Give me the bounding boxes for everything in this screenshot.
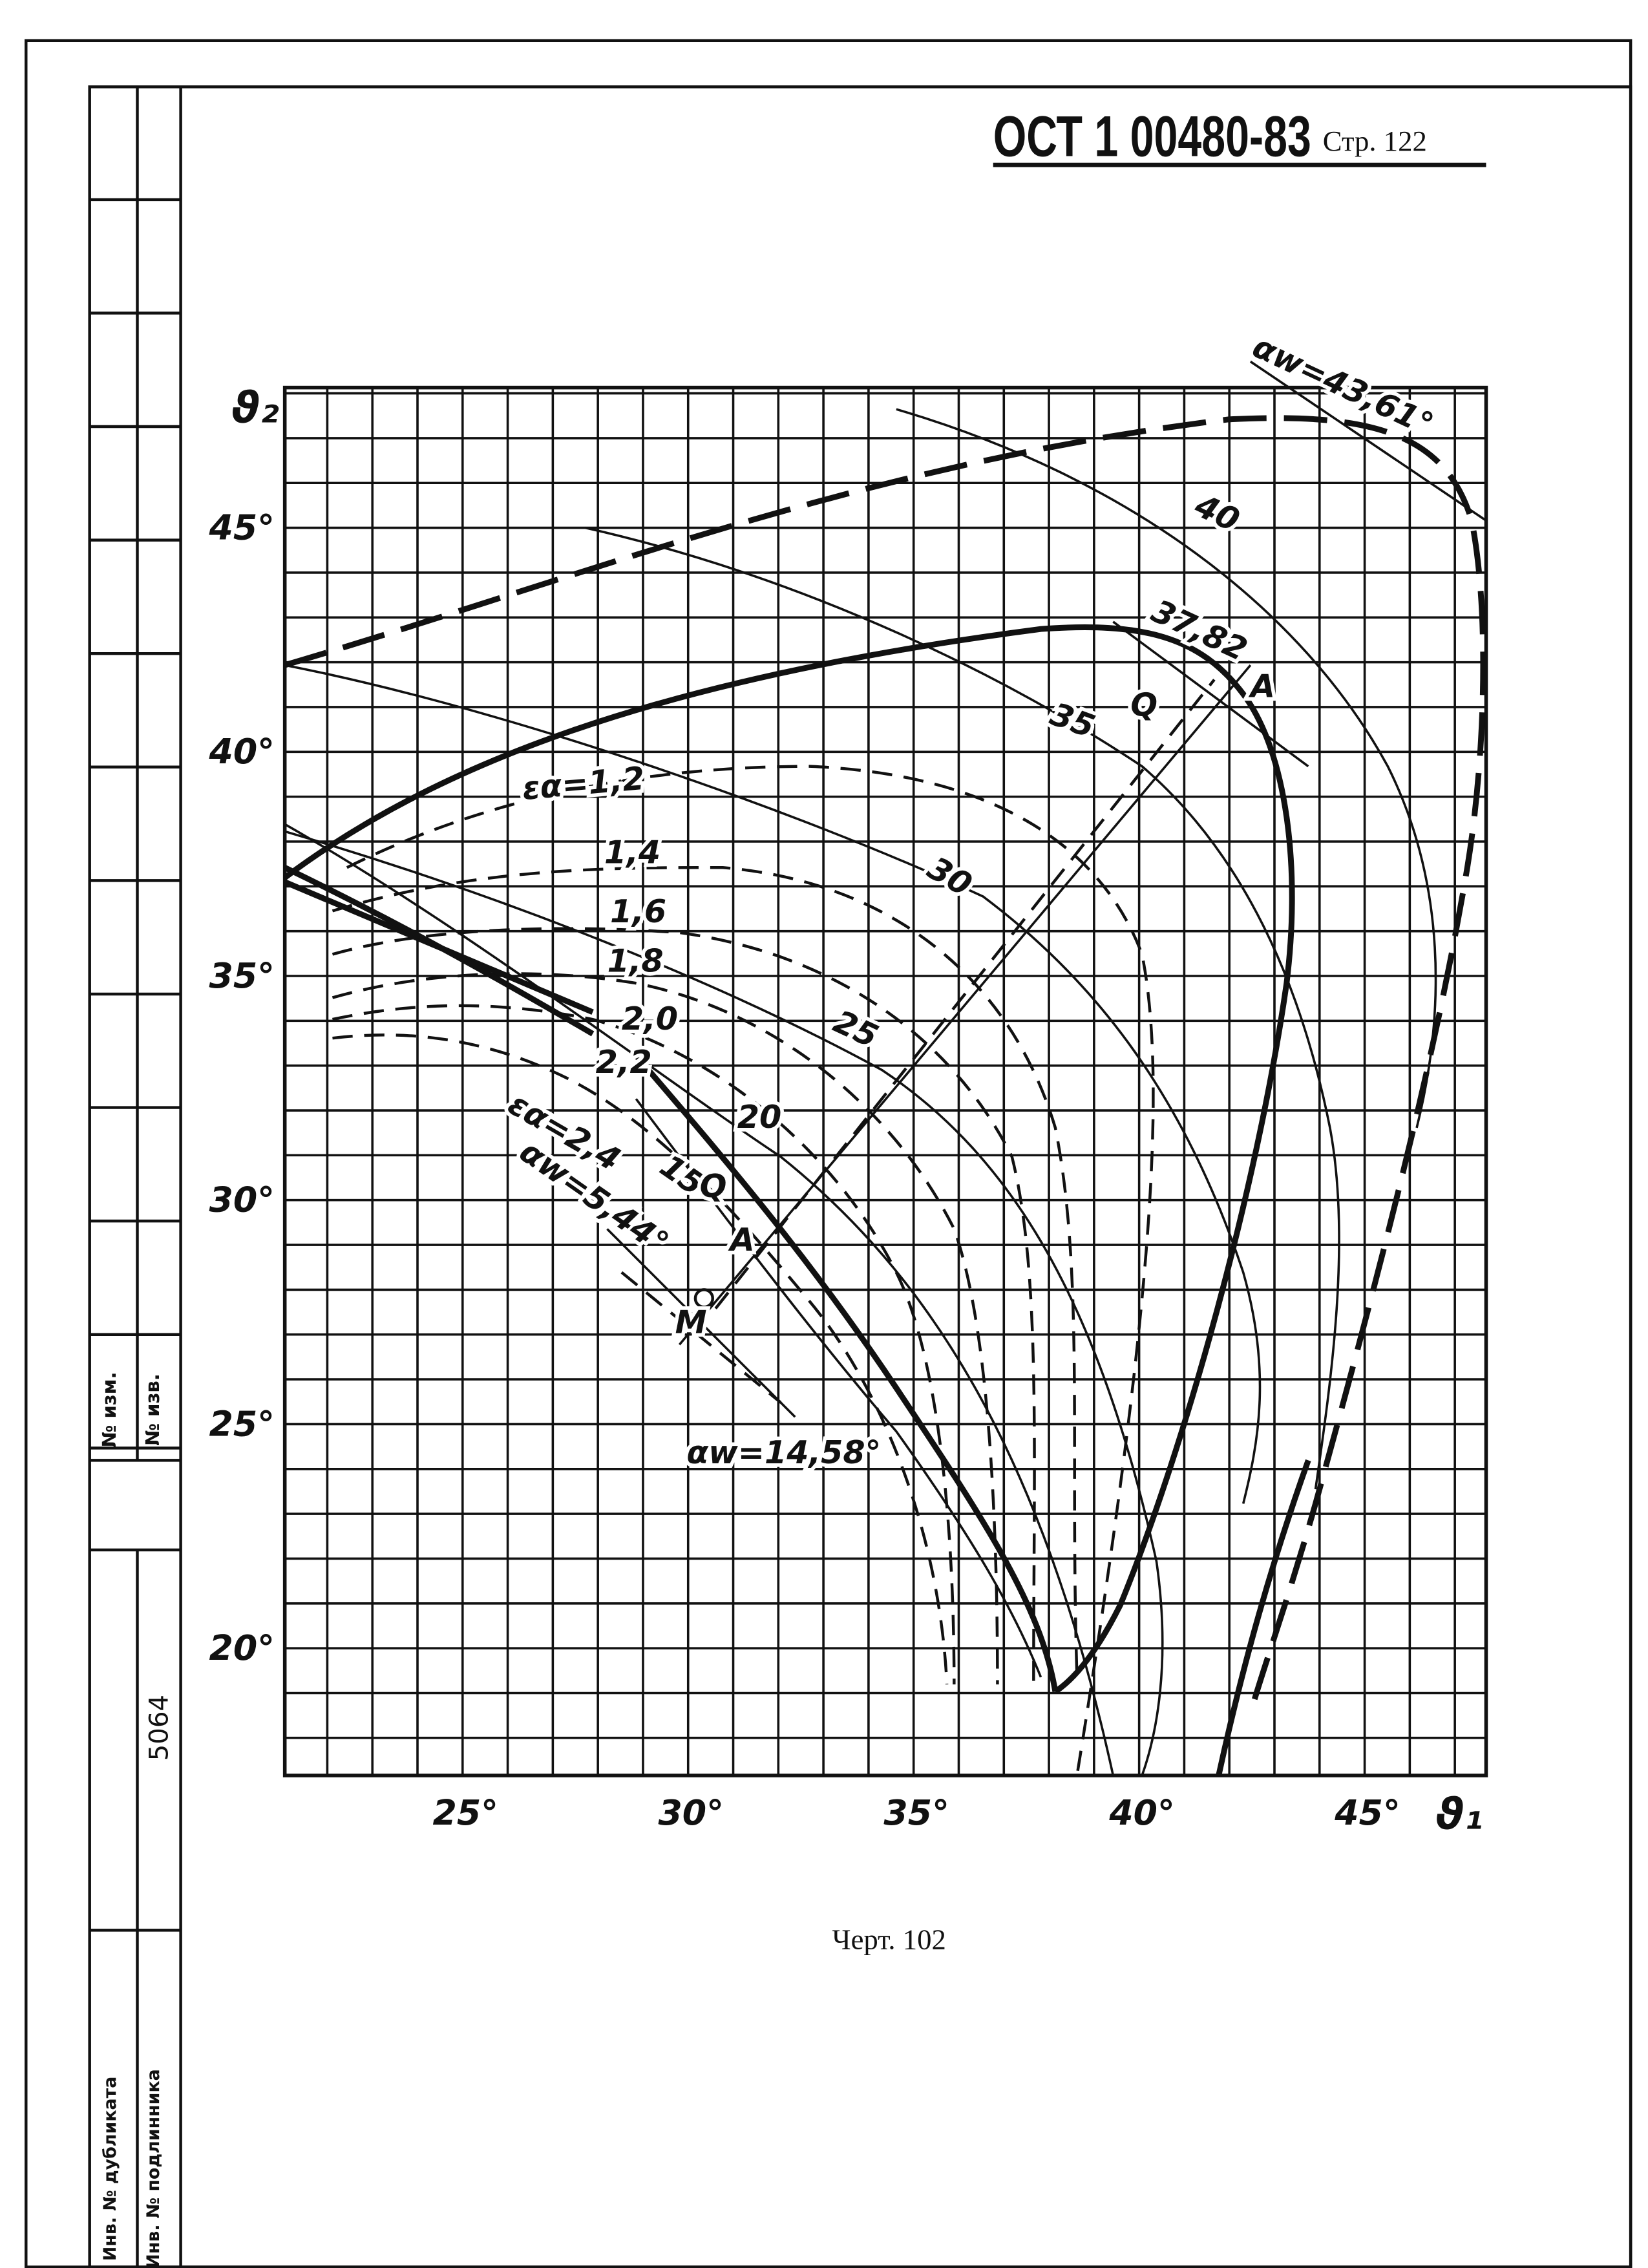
curve [585,526,1340,1490]
y-tick-label: 45° [208,507,275,547]
curve-label: εα=1,2 [521,759,646,807]
grid [284,387,1486,1775]
curve [1216,1459,1311,1776]
line [606,1228,796,1418]
stamp-text: 5064 [144,1695,174,1761]
x-tick-label: 45° [1334,1792,1400,1833]
y-tick-label: 35° [209,955,275,996]
curve-label: Q [1130,686,1157,723]
stamp-text: Инв. № дубликата [100,2077,120,2261]
curve-label: 25 [828,1002,884,1055]
curve-label: 1,4 [604,834,660,871]
line [1112,620,1309,768]
stamp-text: Инв. № подлинника [143,2069,164,2268]
y-axis-label: ϑ₂ [231,382,279,432]
page-number: Стр. 122 [1323,125,1427,157]
curves [282,360,1487,1776]
tick-labels: 45° 40° 35° 30° 25° 20° 25° 30° 35° 40° 45° [208,507,1400,1833]
curve-label: M [675,1304,707,1341]
stamp-text: № изм. [98,1372,120,1447]
x-tick-label: 40° [1108,1792,1175,1833]
y-tick-label: 25° [209,1403,275,1444]
curve [284,664,1262,1504]
x-tick-label: 35° [883,1792,949,1833]
x-tick-label: 25° [432,1792,498,1833]
curve [635,1098,1042,1678]
plot-frame [282,385,1488,1777]
y-tick-label: 40° [208,731,275,772]
curve-label: αw=14,58° [687,1434,882,1471]
line [714,679,1216,1309]
curve-label: A [1248,667,1275,705]
curve-label: αw=43,61° [1247,327,1439,443]
standard-number: ОСТ 1 00480-83 [993,104,1311,169]
outer-frame [25,39,1632,2268]
curve-label: 2,0 [622,1000,678,1037]
y-tick-label: 30° [209,1180,275,1220]
curve-label: 35 [1046,695,1100,745]
curve [332,866,1079,1677]
stamp-rows [89,198,181,1450]
curve-label: 1,6 [610,893,666,930]
curve [332,1033,949,1685]
curve [633,1054,1059,1692]
curve-label: Q [700,1167,727,1205]
stamp-text: № изв. [142,1373,164,1446]
curve-label: 1,8 [607,942,663,979]
curve-label: 20 [737,1098,781,1136]
curve [346,765,1155,1776]
curve-label: 2,2 [596,1043,652,1081]
x-tick-label: 30° [658,1792,724,1833]
x-axis-label: ϑ₁ [1435,1789,1483,1839]
curve-label: A [728,1221,755,1258]
line [620,1271,782,1404]
curve [284,830,1164,1776]
line [1249,360,1487,522]
curve-label: 30 [922,849,978,904]
curve [332,972,999,1685]
line [678,664,1252,1346]
curve [284,415,1486,1715]
inner-frame [88,85,1632,2268]
curve [283,865,595,1037]
caption: Черт. 102 [832,1923,946,1955]
curve [896,408,1437,1129]
curve [282,624,1295,1694]
curve-label: 40 [1188,486,1245,539]
curve [332,1004,956,1685]
y-tick-label: 20° [209,1627,275,1668]
point-m [693,1288,714,1309]
curve [332,927,1036,1685]
